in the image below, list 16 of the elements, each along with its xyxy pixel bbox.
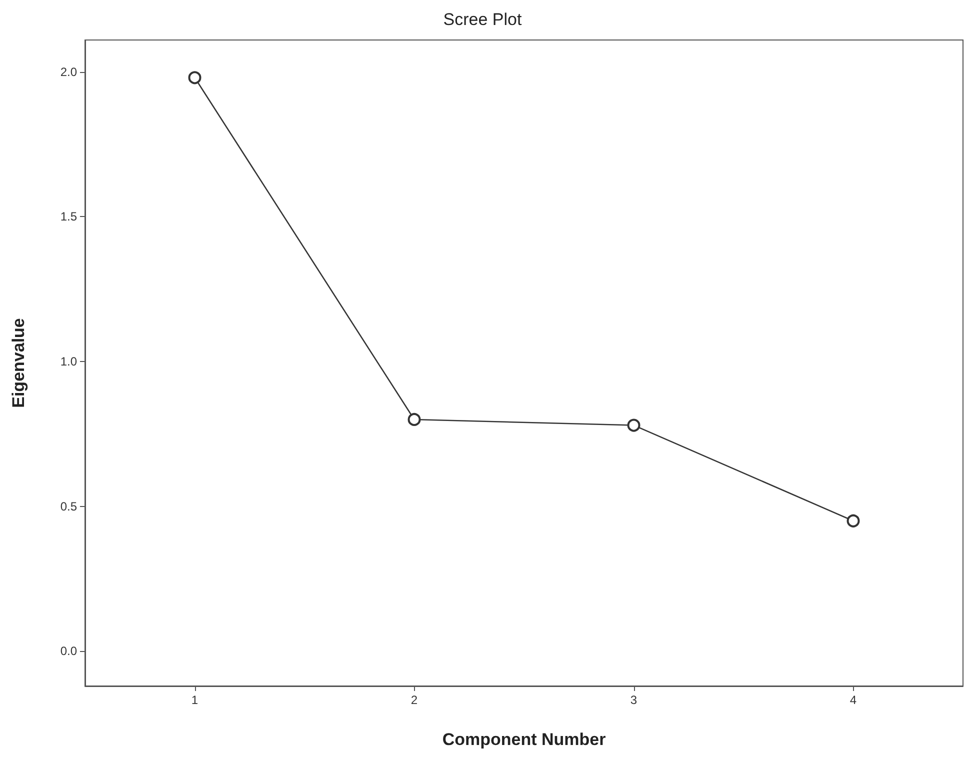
chart-title: Scree Plot <box>443 10 522 29</box>
y-tick-label: 1.0 <box>60 354 78 369</box>
point <box>408 412 421 426</box>
point <box>188 71 202 84</box>
x-tick-label: 1 <box>191 693 198 707</box>
x-tick-label: 3 <box>630 693 638 707</box>
y-tick-label: 0.5 <box>60 499 78 514</box>
x-tick-label: 2 <box>410 693 418 707</box>
y-tick-label: 2.0 <box>60 64 78 79</box>
point <box>846 514 860 528</box>
y-tick-label: 0.0 <box>60 644 78 658</box>
y-axis-title: Eigenvalue <box>9 318 28 408</box>
x-axis-title: Component Number <box>442 730 606 749</box>
point <box>627 418 640 432</box>
y-tick-label: 1.5 <box>60 210 78 224</box>
x-tick-label: 4 <box>850 693 857 707</box>
